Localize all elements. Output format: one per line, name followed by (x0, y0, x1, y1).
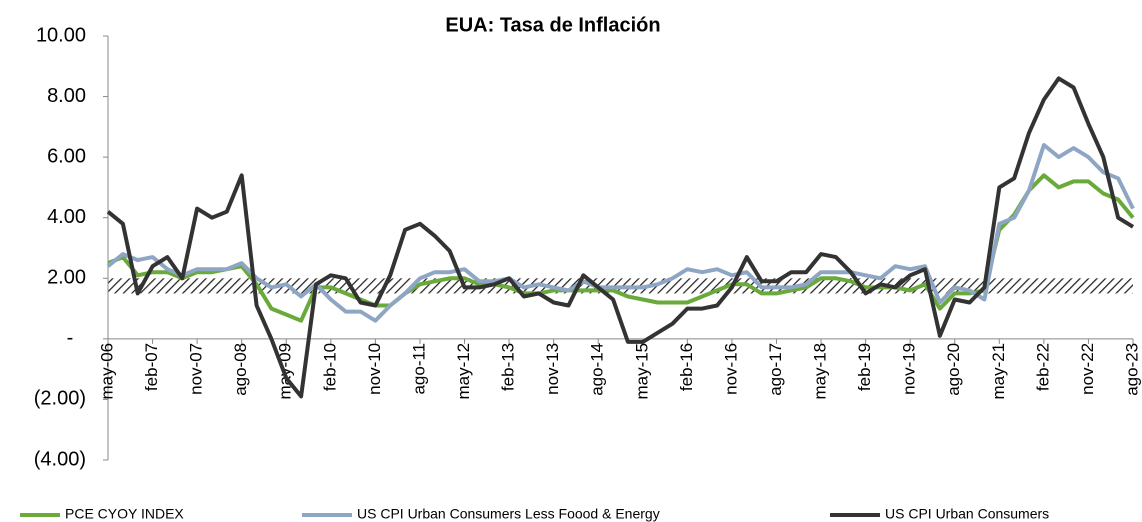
x-tick-label: feb-13 (499, 343, 518, 391)
x-tick-label: feb-19 (855, 343, 874, 391)
x-tick-label: nov-10 (365, 343, 384, 395)
series-line (106, 76, 1135, 399)
x-tick-label: nov-13 (543, 343, 562, 395)
x-tick-label: nov-19 (900, 343, 919, 395)
x-tick-label: may-15 (632, 343, 651, 400)
y-tick-label: (4.00) (34, 448, 86, 470)
y-tick-label: (2.00) (34, 388, 86, 410)
x-tick-label: feb-22 (1033, 343, 1052, 391)
x-tick-label: feb-07 (142, 343, 161, 391)
x-tick-label: ago-08 (231, 343, 250, 396)
y-tick-label: 6.00 (47, 145, 86, 167)
x-tick-label: ago-20 (944, 343, 963, 396)
legend-label: US CPI Urban Consumers (885, 506, 1049, 522)
x-tick-label: feb-10 (320, 343, 339, 391)
legend-label: PCE CYOY INDEX (65, 506, 184, 522)
x-tick-label: may-18 (811, 343, 830, 400)
y-tick-label: 2.00 (47, 267, 86, 289)
series-line (106, 143, 1135, 323)
x-tick-label: feb-16 (677, 343, 696, 391)
x-tick-label: ago-23 (1122, 343, 1141, 396)
x-tick-label: ago-14 (588, 343, 607, 396)
y-tick-label: 10.00 (36, 24, 86, 46)
y-tick-label: 8.00 (47, 85, 86, 107)
y-tick-label: - (67, 327, 74, 349)
x-tick-label: nov-16 (721, 343, 740, 395)
series-line (107, 173, 1135, 323)
x-tick-label: nov-07 (187, 343, 206, 395)
y-tick-label: 4.00 (47, 206, 86, 228)
x-tick-label: nov-22 (1078, 343, 1097, 395)
x-tick-label: may-06 (97, 343, 116, 400)
legend-label: US CPI Urban Consumers Less Foood & Ener… (357, 506, 660, 522)
x-tick-label: may-12 (454, 343, 473, 400)
x-tick-label: ago-11 (409, 343, 428, 395)
x-tick-label: ago-17 (766, 343, 785, 396)
x-tick-label: may-21 (989, 343, 1008, 400)
chart-title: EUA: Tasa de Inflación (445, 14, 660, 36)
